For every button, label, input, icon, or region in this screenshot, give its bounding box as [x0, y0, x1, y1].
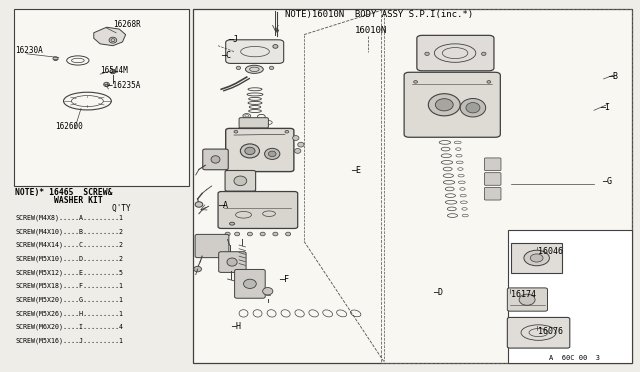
Text: 16046: 16046 [538, 247, 563, 256]
Text: ─A: ─A [218, 201, 228, 210]
Text: ─F: ─F [278, 275, 289, 284]
Ellipse shape [244, 279, 256, 288]
Ellipse shape [247, 232, 252, 236]
Ellipse shape [241, 144, 259, 158]
FancyBboxPatch shape [203, 149, 228, 170]
Ellipse shape [273, 232, 278, 236]
FancyBboxPatch shape [226, 40, 284, 63]
Text: SCREW(M5X12)....E.........5: SCREW(M5X12)....E.........5 [15, 269, 124, 276]
Ellipse shape [519, 294, 535, 305]
FancyBboxPatch shape [508, 288, 547, 311]
Text: SCREW(M5X18)....F.........1: SCREW(M5X18)....F.........1 [15, 283, 124, 289]
Text: SCREW(M4X14)....C.........2: SCREW(M4X14)....C.........2 [15, 242, 124, 248]
Ellipse shape [53, 57, 58, 61]
Ellipse shape [466, 103, 480, 113]
Ellipse shape [292, 136, 299, 140]
Ellipse shape [104, 82, 109, 87]
Ellipse shape [236, 66, 241, 70]
Ellipse shape [428, 94, 460, 116]
Ellipse shape [524, 250, 549, 266]
Text: Q'TY: Q'TY [15, 203, 131, 212]
Ellipse shape [260, 232, 265, 236]
Ellipse shape [262, 288, 273, 295]
FancyBboxPatch shape [508, 317, 570, 348]
Ellipse shape [294, 148, 301, 153]
Text: 16010N: 16010N [355, 26, 387, 35]
Ellipse shape [487, 81, 491, 83]
Ellipse shape [230, 222, 235, 225]
Text: NOTE)* 16465  SCREW&: NOTE)* 16465 SCREW& [15, 188, 113, 197]
PathPatch shape [94, 27, 125, 46]
Bar [14, 9, 189, 186]
Bar [511, 243, 562, 273]
FancyBboxPatch shape [219, 252, 246, 272]
FancyBboxPatch shape [225, 170, 255, 191]
Text: ─B: ─B [608, 72, 618, 81]
FancyBboxPatch shape [484, 158, 501, 170]
Text: SCREW(M5X26)....H.........1: SCREW(M5X26)....H.........1 [15, 310, 124, 317]
Ellipse shape [269, 66, 274, 70]
Text: SCREW(M6X20)....I.........4: SCREW(M6X20)....I.........4 [15, 324, 124, 330]
Text: SCREW(M4X10)....B.........2: SCREW(M4X10)....B.........2 [15, 228, 124, 235]
FancyBboxPatch shape [235, 269, 265, 298]
Text: WASHER KIT: WASHER KIT [15, 196, 103, 205]
Bar [381, 9, 632, 363]
Text: 16076: 16076 [538, 327, 563, 336]
FancyBboxPatch shape [239, 118, 268, 128]
Ellipse shape [110, 69, 116, 74]
Ellipse shape [264, 148, 280, 160]
Ellipse shape [225, 232, 230, 236]
Ellipse shape [227, 258, 237, 266]
Text: —16235A: —16235A [108, 81, 141, 90]
Ellipse shape [481, 52, 486, 55]
Ellipse shape [195, 202, 203, 207]
Text: ─D: ─D [433, 288, 444, 297]
Ellipse shape [285, 131, 289, 133]
Text: 16174: 16174 [511, 290, 536, 299]
Ellipse shape [246, 65, 263, 73]
Ellipse shape [425, 52, 429, 55]
Ellipse shape [235, 232, 240, 236]
Ellipse shape [194, 266, 202, 272]
Ellipse shape [460, 99, 486, 117]
Ellipse shape [273, 45, 278, 48]
Text: ─I: ─I [600, 103, 611, 112]
Ellipse shape [211, 156, 220, 163]
Ellipse shape [435, 99, 453, 111]
Bar [508, 230, 632, 363]
Text: ─J: ─J [228, 35, 237, 44]
FancyBboxPatch shape [484, 173, 501, 185]
Text: SCREW(M5X10)....D.........2: SCREW(M5X10)....D.........2 [15, 256, 124, 262]
Ellipse shape [245, 147, 255, 155]
Text: 162600: 162600 [56, 122, 83, 131]
Text: SCREW(M5X16)....J.........1: SCREW(M5X16)....J.........1 [15, 337, 124, 344]
Text: SCREW(M4X8).....A.........1: SCREW(M4X8).....A.........1 [15, 215, 124, 221]
Text: 16544M: 16544M [100, 66, 128, 75]
Text: ─H: ─H [231, 322, 241, 331]
Ellipse shape [234, 131, 238, 133]
Ellipse shape [234, 176, 246, 186]
FancyBboxPatch shape [404, 72, 500, 137]
Text: SCREW(M5X20)....G.........1: SCREW(M5X20)....G.........1 [15, 296, 124, 303]
Text: 16268R: 16268R [113, 20, 141, 29]
Ellipse shape [268, 151, 276, 157]
Text: ─G: ─G [602, 177, 612, 186]
Ellipse shape [531, 254, 543, 262]
Text: ─E: ─E [351, 166, 360, 175]
Ellipse shape [109, 37, 116, 43]
Text: ─C: ─C [221, 51, 231, 61]
FancyBboxPatch shape [218, 192, 298, 228]
FancyBboxPatch shape [417, 35, 494, 71]
FancyBboxPatch shape [226, 128, 294, 171]
FancyBboxPatch shape [484, 187, 501, 200]
Text: A  60C 00  3: A 60C 00 3 [549, 355, 600, 361]
Ellipse shape [298, 142, 304, 147]
Text: 16230A: 16230A [15, 46, 43, 55]
Ellipse shape [413, 81, 417, 83]
Text: NOTE)16010N  BODY ASSY S.P.I(inc.*): NOTE)16010N BODY ASSY S.P.I(inc.*) [285, 10, 473, 19]
Ellipse shape [285, 232, 291, 236]
Bar [193, 9, 632, 363]
FancyBboxPatch shape [195, 234, 229, 258]
